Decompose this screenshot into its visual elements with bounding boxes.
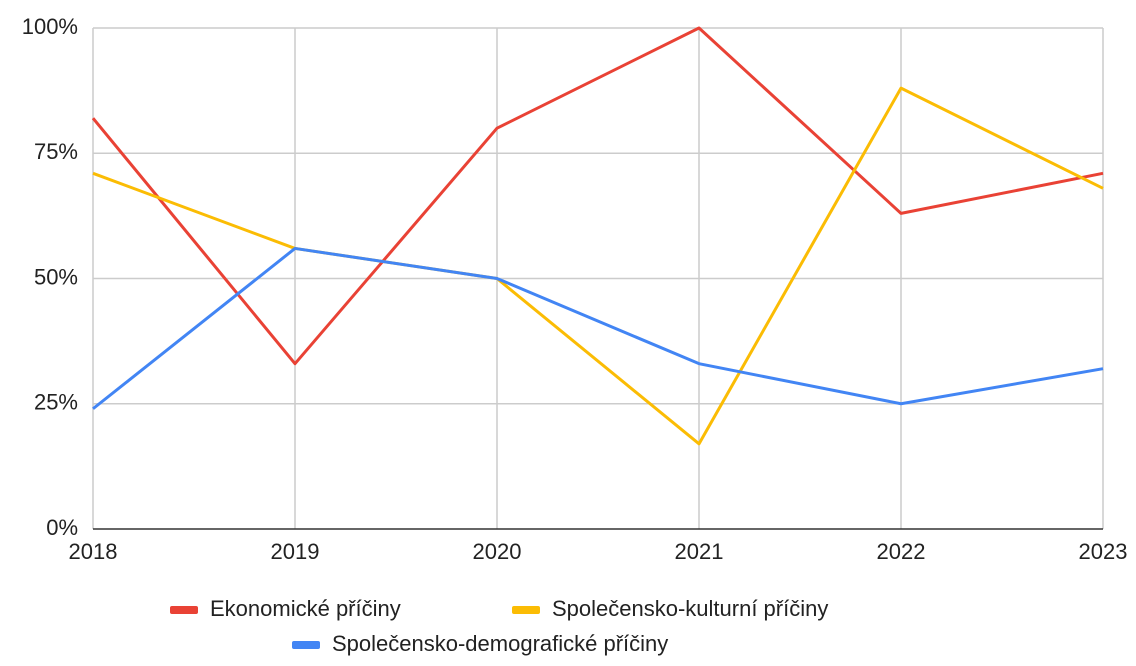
legend-label: Ekonomické příčiny (210, 596, 401, 621)
y-tick-label: 75% (34, 139, 78, 164)
series-line (91, 26, 1104, 366)
legend-marker (512, 606, 540, 614)
legend-marker (170, 606, 198, 614)
x-tick-label: 2023 (1079, 539, 1128, 564)
series-line (92, 86, 1104, 446)
x-tick-label: 2018 (69, 539, 118, 564)
x-tick-label: 2021 (675, 539, 724, 564)
legend-label: Společensko-demografické příčiny (332, 631, 668, 656)
y-tick-label: 100% (22, 14, 78, 39)
series-line (92, 246, 1104, 410)
legend-label: Společensko-kulturní příčiny (552, 596, 828, 621)
x-tick-label: 2022 (877, 539, 926, 564)
legend-marker (292, 641, 320, 649)
y-tick-label: 50% (34, 264, 78, 289)
y-tick-label: 0% (46, 515, 78, 540)
y-tick-label: 25% (34, 390, 78, 415)
x-tick-label: 2020 (473, 539, 522, 564)
x-tick-label: 2019 (271, 539, 320, 564)
